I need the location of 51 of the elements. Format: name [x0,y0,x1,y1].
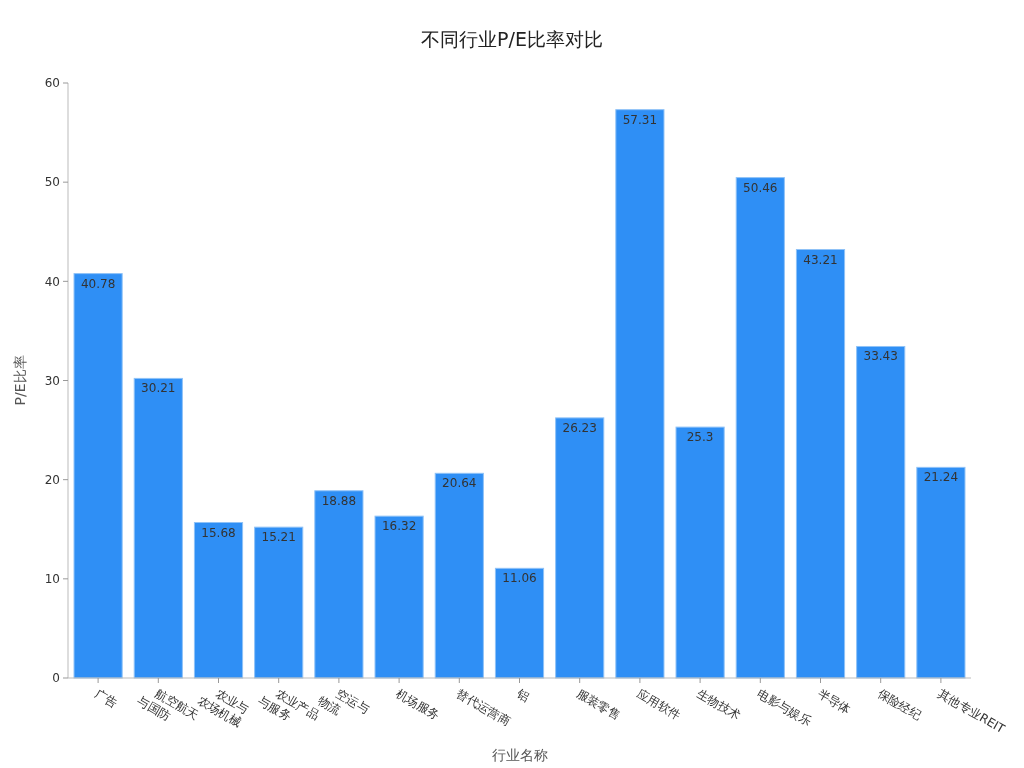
y-tick-label: 50 [44,175,60,190]
y-axis-title: P/E比率 [12,355,28,406]
data-label: 50.46 [743,180,778,195]
bar [314,490,364,679]
bar [374,515,424,679]
x-tick-label: 机场服务 [393,686,443,723]
data-label: 40.78 [80,276,116,291]
data-label: 11.06 [502,571,537,586]
bar [675,426,725,679]
y-tick-label: 30 [44,373,60,388]
data-label: 20.64 [442,476,477,491]
x-tick-label: 电影与娱乐 [754,686,814,729]
y-tick-label: 20 [44,472,60,487]
y-tick-label: 40 [44,274,60,289]
x-tick-label: 广告 [92,686,121,711]
data-label: 26.23 [562,420,597,435]
bar [494,567,545,679]
bar [555,417,605,679]
chart-title: 不同行业P/E比率对比 [421,28,603,50]
data-label: 21.24 [923,470,959,485]
bar [916,466,966,679]
bar [133,377,183,679]
data-label: 16.32 [381,519,417,534]
bar [254,526,304,679]
data-label: 43.21 [803,252,838,267]
data-label: 57.31 [622,112,658,127]
bar [73,273,123,679]
x-tick-label: 铝 [513,685,532,705]
x-tick-label: 保险经纪 [875,686,924,723]
y-tick-label: 10 [44,572,60,587]
data-label: 30.21 [141,381,176,396]
data-label: 18.88 [321,493,357,508]
x-tick-label: 其他专业REIT [935,686,1008,737]
bar [193,522,244,679]
data-label: 33.43 [863,349,898,364]
x-tick-label: 服装零售 [574,686,623,723]
bar [795,249,846,679]
data-label: 15.21 [261,530,296,545]
bar [856,345,906,679]
x-tick-label: 替代运营商 [453,686,513,729]
x-tick-label: 生物技术 [694,686,744,723]
x-axis-title: 行业名称 [491,747,548,763]
data-label: 15.68 [201,525,236,540]
bar [615,109,665,679]
bar [735,177,785,679]
data-label: 25.3 [686,430,714,445]
bar [434,472,484,679]
x-tick-label: 半导体 [815,686,854,717]
y-tick-label: 60 [44,76,60,91]
y-tick-label: 0 [52,671,60,686]
x-tick-label: 应用软件 [634,686,683,723]
